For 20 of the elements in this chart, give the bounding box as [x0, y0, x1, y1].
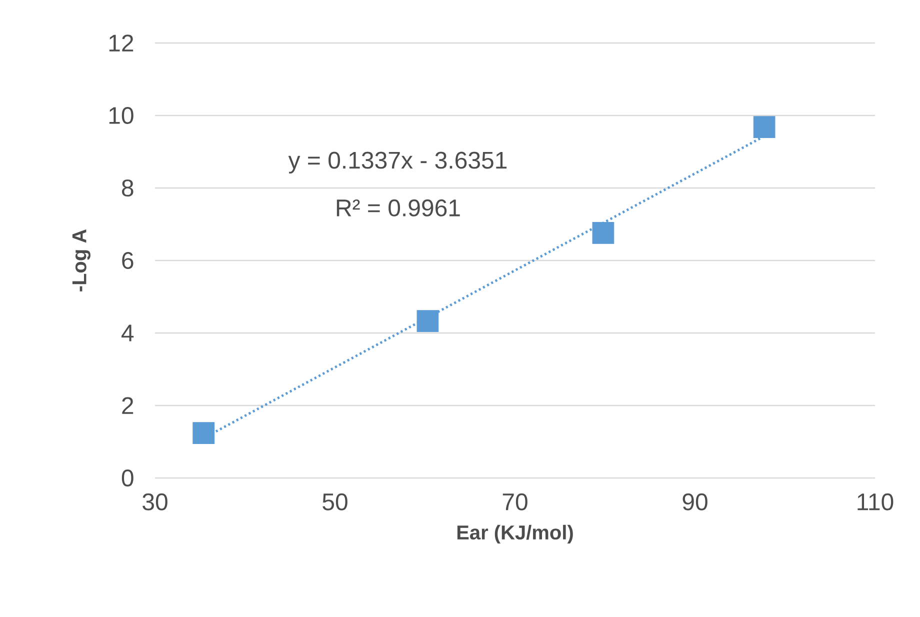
point — [416, 310, 439, 332]
annotation: R² = 0.9961 — [336, 199, 460, 216]
y-tick-label: 12 — [109, 34, 134, 52]
x-tick-label: 50 — [322, 493, 348, 510]
point — [753, 116, 776, 138]
x-tick-label: 110 — [858, 493, 894, 510]
annotation: y = 0.1337x - 3.6351 — [288, 152, 507, 174]
y-tick-label: 10 — [109, 106, 134, 124]
point — [192, 422, 215, 444]
y-axis-title: -Log A — [72, 229, 90, 292]
x-tick-label: 70 — [502, 493, 528, 510]
x-tick-label: 30 — [142, 493, 168, 510]
x-tick-label: 90 — [682, 493, 708, 510]
y-tick-label: 4 — [121, 324, 134, 342]
y-tick-label: 8 — [122, 179, 134, 196]
y-tick-label: 2 — [122, 397, 134, 414]
y-tick-label: 6 — [122, 252, 134, 269]
x-axis-title: Ear (KJ/mol) — [457, 524, 573, 544]
y-tick-label: 0 — [122, 469, 134, 486]
point — [592, 222, 614, 244]
